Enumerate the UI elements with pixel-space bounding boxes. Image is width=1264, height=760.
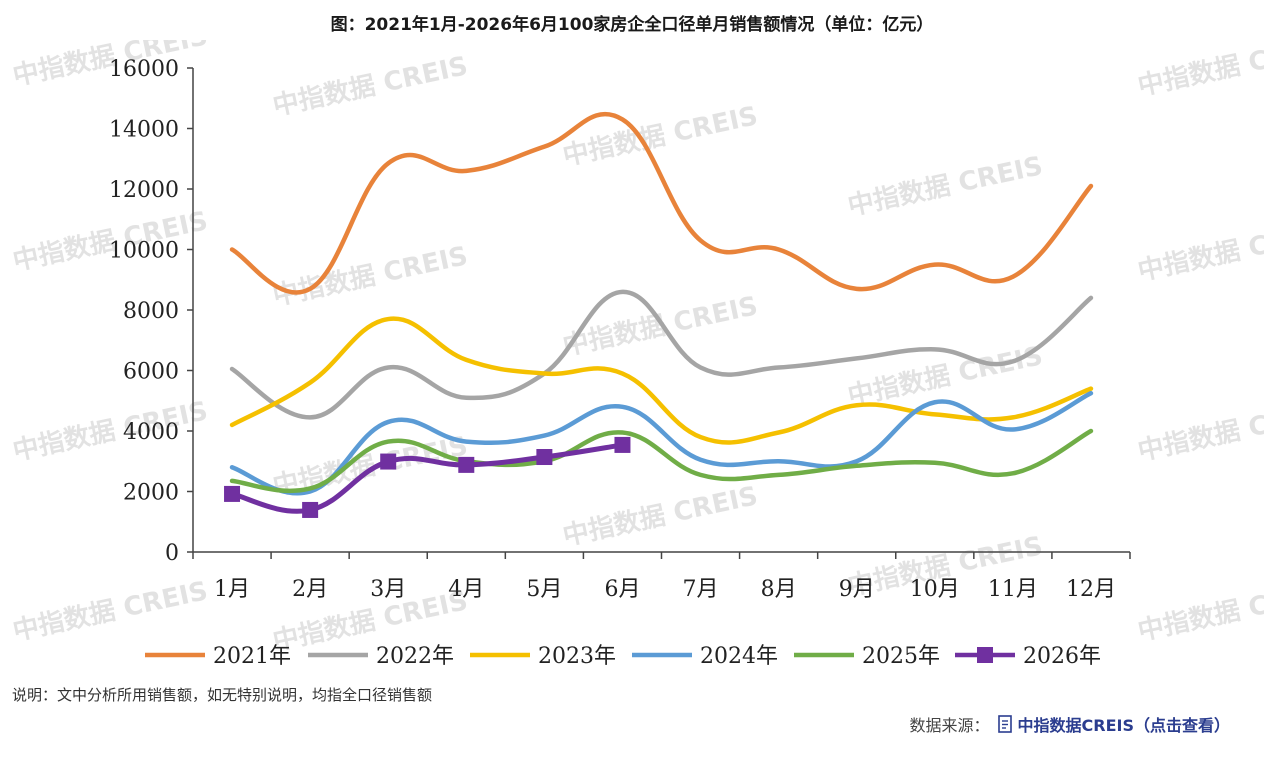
series-2023年 (229, 316, 1094, 445)
watermark-text: 中指数据 CREIS (270, 241, 470, 312)
source-link-text: 中指数据CREIS（点击查看） (1017, 716, 1230, 735)
x-tick-label: 8月 (761, 577, 797, 602)
series-2025年 (229, 428, 1094, 494)
y-tick-label: 16000 (109, 57, 179, 82)
watermark-text: 中指数据 CREIS (10, 576, 210, 647)
x-tick-label: 11月 (988, 577, 1038, 602)
data-point-marker (536, 449, 553, 466)
watermark-text: 中指数据 CREIS (560, 101, 760, 172)
chart-title: 图：2021年1月-2026年6月100家房企全口径单月销售额情况（单位：亿元） (330, 15, 934, 35)
x-tick-label: 3月 (370, 577, 406, 602)
series-line (229, 111, 1094, 295)
chart-series (224, 111, 1094, 518)
legend-item: 2021年 (145, 644, 291, 669)
legend-item: 2026年 (955, 644, 1101, 669)
series-line (229, 289, 1094, 420)
legend-label: 2026年 (1023, 644, 1101, 669)
y-tick-label: 6000 (123, 360, 179, 385)
chart-area: 中指数据 CREIS 中指数据 CREIS 中指数据 CREIS 中指数据 CREIS… (0, 21, 1264, 680)
data-point-marker (302, 501, 319, 518)
series-line (229, 390, 1094, 496)
x-tick-label: 4月 (448, 577, 484, 602)
legend-item: 2025年 (794, 644, 940, 669)
data-point-marker (380, 453, 397, 470)
x-tick-label: 1月 (214, 577, 250, 602)
x-tick-label: 12月 (1066, 577, 1116, 602)
document-icon (997, 715, 1012, 733)
y-tick-label: 4000 (123, 420, 179, 445)
x-tick-label: 9月 (839, 577, 875, 602)
watermark-text: 中指数据 CREIS (1135, 40, 1264, 102)
data-source: 数据来源： 中指数据CREIS（点击查看） (909, 712, 1230, 736)
legend-marker (977, 647, 993, 663)
series-2024年 (229, 390, 1094, 496)
y-tick-label: 12000 (109, 178, 179, 203)
x-tick-label: 6月 (604, 577, 640, 602)
y-tick-label: 8000 (123, 299, 179, 324)
watermark-text: 中指数据 CREIS (560, 291, 760, 362)
chart-legend: 2021年 2022年 2023年 2024年 2025年 2026年 (145, 644, 1101, 669)
watermark-text: 中指数据 CREIS (845, 151, 1045, 222)
footnote: 说明：文中分析所用销售额，如无特别说明，均指全口径销售额 (12, 686, 433, 704)
watermark-text: 中指数据 CREIS (560, 481, 760, 552)
watermark-text: 中指数据 CREIS (1135, 216, 1264, 287)
series-line (229, 428, 1094, 494)
source-label: 数据来源： (909, 716, 990, 735)
series-2022年 (229, 289, 1094, 420)
data-point-marker (224, 485, 241, 502)
y-tick-label: 0 (165, 541, 179, 566)
legend-label: 2025年 (862, 644, 940, 669)
x-tick-label: 10月 (910, 577, 960, 602)
x-tick-label: 2月 (292, 577, 328, 602)
legend-label: 2023年 (538, 644, 616, 669)
series-line (229, 316, 1094, 445)
y-tick-label: 10000 (109, 239, 179, 264)
y-tick-label: 14000 (109, 118, 179, 143)
source-link[interactable]: 中指数据CREIS（点击查看） (997, 712, 1230, 736)
x-tick-label: 7月 (683, 577, 719, 602)
watermark-text: 中指数据 CREIS (1135, 396, 1264, 467)
y-tick-label: 2000 (123, 481, 179, 506)
chart-axes: 0 2000 4000 6000 8000 10000 12000 14000 16000 1月 2… (109, 57, 1131, 602)
line-chart: 中指数据 CREIS 中指数据 CREIS 中指数据 CREIS 中指数据 CREIS… (10, 21, 1264, 669)
legend-item: 2024年 (632, 644, 778, 669)
legend-label: 2022年 (376, 644, 454, 669)
legend-label: 2021年 (213, 644, 291, 669)
watermark-text: 中指数据 CREIS (270, 51, 470, 122)
data-point-marker (614, 436, 631, 453)
watermark-text: 中指数据 CREIS (1135, 576, 1264, 647)
data-point-marker (458, 456, 475, 473)
series-2026年 (224, 436, 631, 518)
x-tick-label: 5月 (526, 577, 562, 602)
watermark-text: 中指数据 CREIS (10, 396, 210, 467)
series-2021年 (229, 111, 1094, 295)
legend-item: 2022年 (308, 644, 454, 669)
legend-label: 2024年 (700, 644, 778, 669)
legend-item: 2023年 (470, 644, 616, 669)
